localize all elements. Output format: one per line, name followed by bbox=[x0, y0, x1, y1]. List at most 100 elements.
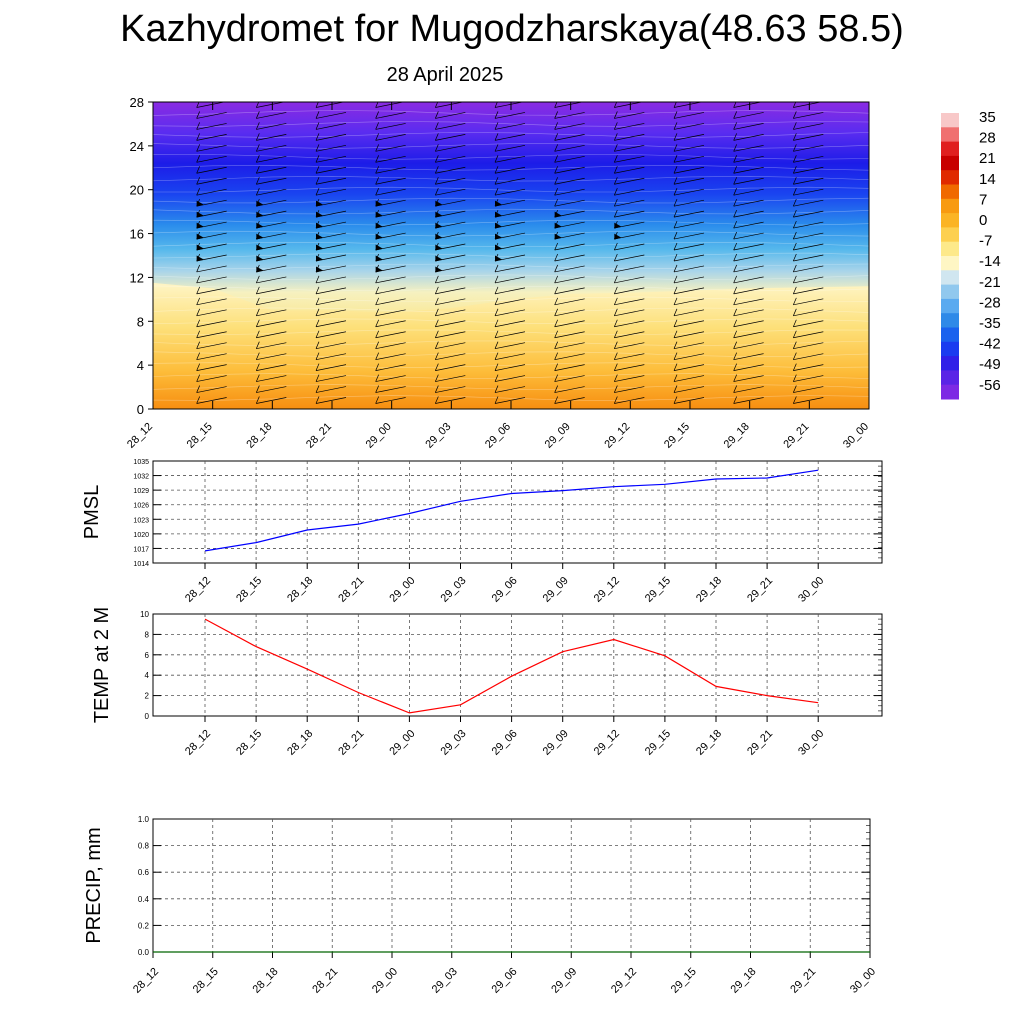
wind-barb-feather bbox=[494, 177, 499, 185]
wind-barb bbox=[256, 342, 287, 350]
wind-barb bbox=[673, 386, 705, 393]
pennant-barb bbox=[256, 211, 264, 218]
wind-barb-feather bbox=[375, 275, 379, 284]
wind-barb-feather bbox=[196, 319, 200, 327]
wind-barb bbox=[435, 298, 466, 306]
wind-barb-feather bbox=[614, 330, 618, 338]
pennant-barb bbox=[495, 200, 502, 207]
wind-barb bbox=[196, 144, 227, 152]
wind-barb-feather bbox=[733, 209, 737, 218]
wind-barb bbox=[673, 199, 705, 207]
wind-barb bbox=[196, 276, 227, 284]
wind-barb-feather bbox=[435, 275, 439, 284]
wind-barb-feather bbox=[673, 352, 678, 360]
colorbar-label: 28 bbox=[979, 130, 996, 147]
pennant-barb bbox=[435, 255, 443, 262]
pennant-barb bbox=[196, 244, 204, 251]
wind-barb bbox=[256, 375, 287, 382]
wind-barb bbox=[315, 320, 347, 328]
wind-barb-feather bbox=[494, 144, 499, 152]
wind-barb-feather bbox=[196, 297, 200, 305]
wind-barb-feather bbox=[375, 111, 379, 119]
wind-barb bbox=[196, 298, 227, 306]
wind-barb-feather bbox=[435, 155, 439, 163]
wind-barb-feather bbox=[196, 111, 200, 119]
wind-barb bbox=[196, 397, 227, 404]
wind-barb-feather bbox=[494, 341, 499, 349]
wind-barb-feather bbox=[793, 155, 797, 163]
isotherm bbox=[153, 395, 869, 401]
x-tick-label: 29_00 bbox=[370, 966, 400, 996]
colorbar-label: -21 bbox=[979, 274, 1001, 291]
wind-barb bbox=[494, 397, 526, 404]
wind-barb bbox=[554, 155, 585, 163]
wind-barb-feather bbox=[673, 363, 678, 371]
wind-barb bbox=[435, 134, 466, 141]
wind-barb-feather bbox=[733, 352, 737, 360]
wind-barb-feather bbox=[375, 374, 379, 382]
x-tick-label: 29_12 bbox=[592, 575, 622, 605]
x-tick-label: 29_21 bbox=[745, 575, 775, 605]
colorbar-segment bbox=[941, 256, 959, 271]
wind-barb bbox=[196, 331, 227, 339]
wind-barb bbox=[375, 397, 406, 404]
pennant-barb bbox=[375, 255, 383, 262]
wind-barb-feather bbox=[494, 385, 499, 393]
x-tick-label: 29_18 bbox=[722, 421, 752, 451]
wind-barb-feather bbox=[435, 396, 439, 404]
wind-barb bbox=[673, 353, 705, 361]
colorbar-segment bbox=[941, 213, 959, 228]
wind-barb bbox=[435, 386, 466, 393]
y-tick-label: 1026 bbox=[133, 503, 149, 510]
wind-barb-feather bbox=[793, 396, 797, 404]
wind-barb-feather bbox=[673, 166, 678, 174]
wind-barb bbox=[196, 342, 227, 350]
wind-barb bbox=[494, 112, 526, 119]
wind-barb-feather bbox=[315, 308, 320, 316]
wind-barb-feather bbox=[673, 220, 678, 229]
wind-barb-feather bbox=[793, 209, 797, 218]
pennant-barb bbox=[196, 222, 204, 229]
x-tick-label: 29_03 bbox=[439, 728, 469, 758]
wind-barb-feather bbox=[196, 275, 200, 284]
wind-barb bbox=[554, 144, 585, 152]
wind-barb bbox=[375, 276, 406, 284]
pennant-barb bbox=[554, 233, 562, 240]
wind-barb bbox=[673, 320, 705, 328]
wind-barb bbox=[793, 232, 824, 240]
wind-barb-feather bbox=[614, 209, 618, 218]
wind-barb bbox=[673, 210, 705, 218]
colorbar-label: 0 bbox=[979, 212, 987, 229]
wind-barb bbox=[673, 188, 705, 196]
pennant-barb bbox=[256, 266, 264, 273]
wind-barb bbox=[673, 243, 705, 251]
wind-barb bbox=[315, 166, 347, 174]
wind-barb-feather bbox=[554, 188, 558, 196]
wind-barb bbox=[196, 265, 227, 273]
wind-barb-feather bbox=[315, 385, 320, 393]
wind-barb-feather bbox=[256, 111, 260, 119]
y-tick-label: 20 bbox=[130, 183, 144, 198]
wind-barb bbox=[673, 397, 705, 404]
wind-barb bbox=[375, 331, 406, 339]
wind-barb bbox=[435, 123, 466, 130]
wind-barb bbox=[673, 375, 705, 382]
wind-barb-feather bbox=[614, 188, 618, 196]
wind-barb-feather bbox=[256, 308, 260, 316]
wind-barb bbox=[614, 397, 645, 404]
wind-barb bbox=[435, 287, 466, 295]
wind-barb bbox=[554, 177, 585, 185]
wind-barb-feather bbox=[375, 166, 379, 174]
wind-barb-feather bbox=[793, 363, 797, 371]
pennant-barb bbox=[495, 255, 502, 262]
x-tick-label: 29_06 bbox=[490, 575, 520, 605]
colorbar-segment bbox=[941, 241, 959, 257]
wind-barb-feather bbox=[673, 122, 678, 130]
x-tick-label: 29_03 bbox=[430, 966, 460, 996]
wind-barb-feather bbox=[196, 102, 200, 108]
wind-barb bbox=[733, 309, 764, 317]
wind-barb bbox=[196, 123, 227, 130]
wind-barb bbox=[375, 309, 406, 317]
wind-barb-feather bbox=[435, 308, 439, 316]
wind-barb bbox=[315, 397, 347, 404]
